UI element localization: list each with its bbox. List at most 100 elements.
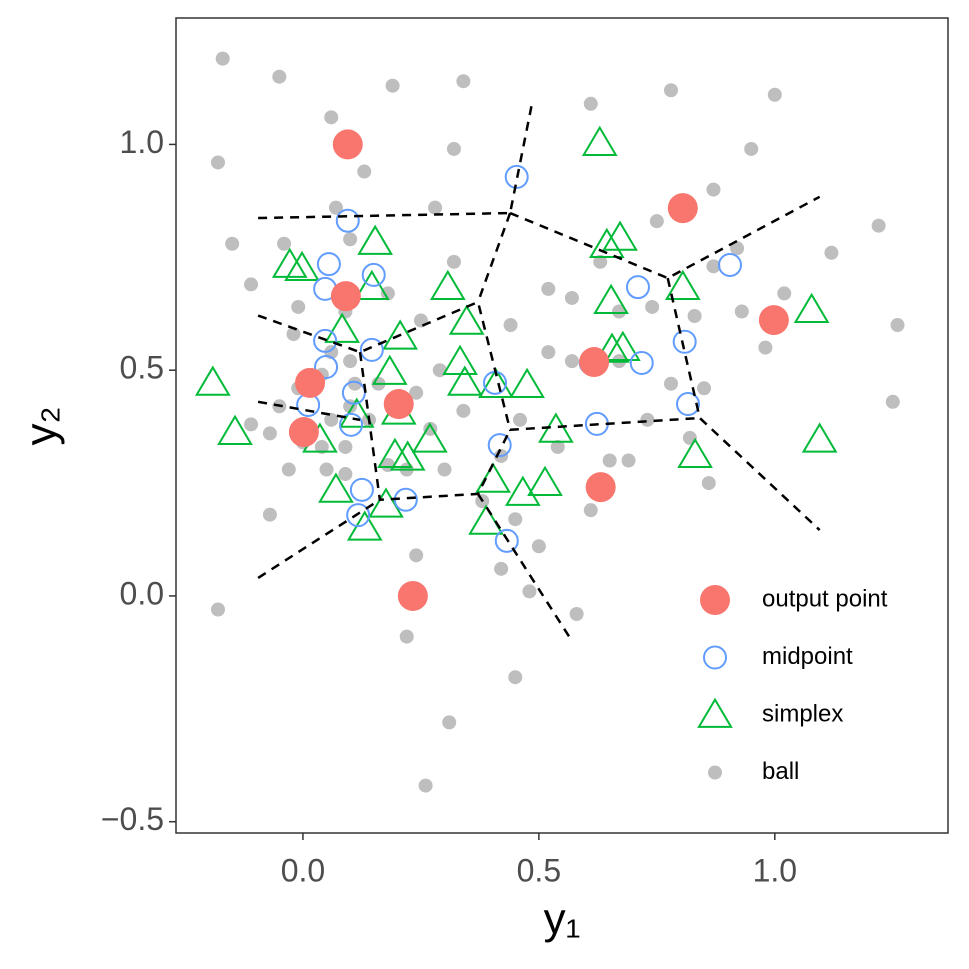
dot-marker	[324, 412, 339, 427]
dot-marker	[277, 236, 292, 251]
dot-marker	[314, 439, 329, 454]
circle-marker	[359, 337, 384, 362]
x-tick-label: 1.0	[753, 852, 797, 888]
circle-marker	[314, 355, 339, 380]
dashed-line	[476, 493, 572, 639]
circle-marker	[313, 328, 338, 353]
dot-marker	[744, 141, 759, 156]
dot-marker	[244, 417, 259, 432]
triangle-marker	[353, 269, 390, 301]
triangle-marker	[605, 330, 641, 361]
triangle-marker	[478, 367, 514, 398]
dot-marker	[210, 602, 225, 617]
dot-marker	[701, 476, 716, 491]
dashed-line	[257, 300, 700, 432]
dot-marker	[649, 214, 664, 229]
triangle-marker	[429, 269, 466, 301]
dot-marker	[612, 304, 627, 319]
dot-marker	[432, 363, 447, 378]
dot-marker	[295, 367, 326, 398]
dot-marker	[767, 87, 782, 102]
dot-marker	[890, 318, 905, 333]
circle-marker	[335, 208, 360, 233]
dot-marker	[550, 439, 565, 454]
dot-marker	[777, 286, 792, 301]
circle-marker	[629, 350, 654, 375]
legend-marker	[697, 697, 733, 728]
dot-marker	[397, 580, 428, 611]
dot-marker	[758, 340, 773, 355]
dashed-line	[358, 351, 512, 502]
dot-marker	[418, 778, 433, 793]
circle-marker	[346, 503, 371, 528]
dot-marker	[682, 430, 697, 445]
dashed-line	[509, 195, 821, 280]
legend-label: output point	[762, 585, 888, 612]
dot-marker	[437, 462, 452, 477]
triangle-marker	[217, 414, 253, 445]
dot-marker	[409, 385, 424, 400]
legend-marker	[708, 765, 722, 780]
panel-border	[175, 17, 949, 834]
y-tick-label: 1.0	[120, 124, 164, 160]
dot-marker	[288, 417, 319, 448]
circle-marker	[675, 392, 700, 417]
dot-marker	[579, 347, 610, 378]
dot-marker	[541, 345, 556, 360]
x-tick-label: 0.5	[517, 852, 561, 888]
triangle-marker	[468, 504, 504, 535]
dot-marker	[399, 629, 414, 644]
dot-marker	[541, 281, 556, 296]
triangle-marker	[664, 269, 701, 301]
dot-marker	[697, 381, 712, 396]
triangle-marker	[357, 224, 393, 255]
dot-marker	[513, 412, 528, 427]
dot-marker	[262, 507, 277, 522]
dot-marker	[225, 236, 240, 251]
dot-marker	[758, 305, 789, 336]
dot-marker	[602, 453, 617, 468]
circle-marker	[316, 252, 341, 277]
triangle-marker	[377, 437, 413, 468]
triangle-marker	[581, 125, 618, 156]
triangle-marker	[446, 365, 483, 396]
dot-marker	[338, 439, 353, 454]
dot-marker	[428, 200, 443, 215]
dot-marker	[262, 426, 277, 441]
dot-marker	[456, 74, 471, 89]
dashed-line	[258, 99, 534, 220]
dot-marker	[494, 561, 509, 576]
triangle-marker	[389, 440, 426, 471]
dot-marker	[215, 51, 230, 66]
y-tick-label: 0.5	[120, 350, 164, 386]
dot-marker	[272, 69, 287, 84]
legend-label: ball	[762, 758, 799, 785]
triangle-marker	[194, 365, 231, 396]
triangle-marker	[284, 250, 320, 282]
dot-marker	[332, 129, 363, 160]
dot-marker	[343, 354, 358, 369]
x-tick-label: 0.0	[281, 852, 325, 888]
dot-marker	[564, 290, 579, 305]
triangle-marker	[801, 422, 838, 453]
triangle-marker	[271, 247, 308, 278]
dot-marker	[281, 462, 296, 477]
dot-marker	[503, 318, 518, 333]
circle-marker	[672, 329, 697, 354]
circle-marker	[625, 275, 650, 300]
circle-marker	[494, 528, 519, 553]
circle-marker	[504, 164, 529, 189]
dot-marker	[330, 281, 361, 312]
dot-marker	[645, 299, 660, 314]
triangle-marker	[602, 220, 638, 251]
triangle-marker	[324, 312, 360, 343]
dot-marker	[706, 182, 721, 197]
dot-marker	[706, 259, 721, 274]
legend-marker	[700, 585, 730, 615]
dot-marker	[446, 254, 461, 269]
dot-marker	[328, 200, 343, 215]
dot-marker	[244, 277, 259, 292]
circle-marker	[339, 412, 364, 437]
dot-marker	[687, 309, 702, 324]
